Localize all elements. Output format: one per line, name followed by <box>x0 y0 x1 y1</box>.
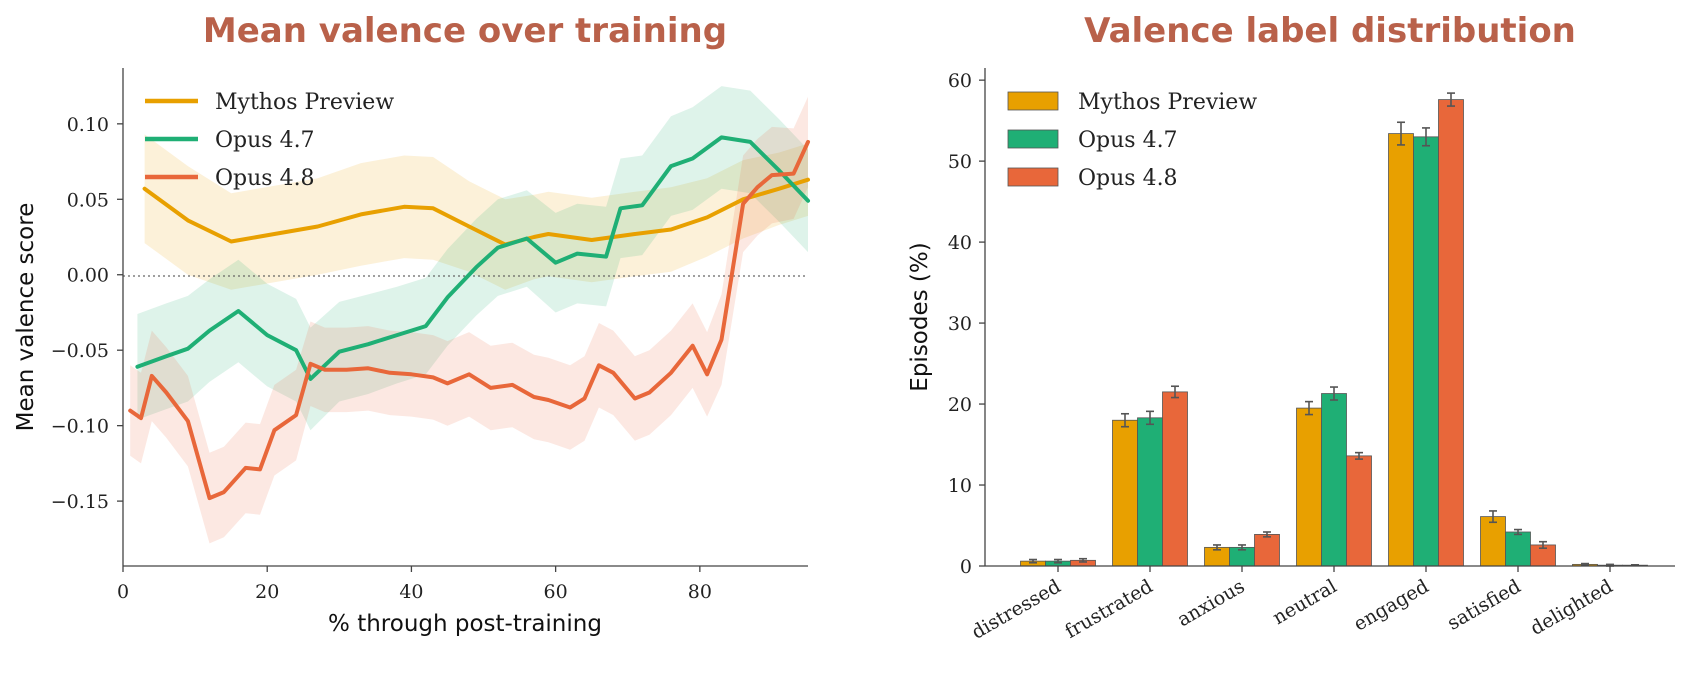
y-axis-label: Mean valence score <box>13 203 39 432</box>
bar-legend: Mythos Preview Opus 4.7 Opus 4.8 <box>1007 90 1257 191</box>
x-tick-label: 80 <box>688 581 712 603</box>
bar-engaged-mythos-preview <box>1388 133 1414 567</box>
band-opus-4-8 <box>130 96 808 544</box>
category-label-neutral: neutral <box>1269 575 1340 629</box>
y-tick-label: 0.00 <box>67 265 109 287</box>
category-label-anxious: anxious <box>1174 575 1249 631</box>
y-tick-label: −0.05 <box>51 340 109 362</box>
y-tick-label: 40 <box>948 232 972 254</box>
y-tick-label: −0.15 <box>51 491 109 513</box>
bar-frustrated-opus-4-7 <box>1137 417 1163 567</box>
y-tick-label: 30 <box>948 313 972 335</box>
y-tick-label: 10 <box>948 475 972 497</box>
error-bars <box>1029 92 1639 567</box>
legend-swatch-opus-4-7 <box>1007 129 1059 149</box>
y-axis-label: Episodes (%) <box>907 242 933 391</box>
bar-chart-panel: Valence label distribution distressedfru… <box>907 11 1675 644</box>
x-tick-label: 0 <box>117 581 129 603</box>
x-tick-label: 40 <box>399 581 423 603</box>
bar-neutral-opus-4-7 <box>1321 393 1347 567</box>
line-opus-4-8 <box>128 139 810 501</box>
bar-satisfied-mythos-preview <box>1480 516 1506 567</box>
legend-label-opus-4-7: Opus 4.7 <box>1078 128 1178 153</box>
bar-anxious-opus-4-8 <box>1254 534 1280 567</box>
band-opus-4-7 <box>137 86 808 431</box>
x-tick-label: 60 <box>544 581 568 603</box>
y-tick-label: 60 <box>948 70 972 92</box>
y-ticks: 0.10 0.05 0.00 −0.05 −0.10 −0.15 <box>51 114 123 513</box>
band-mythos-preview <box>144 134 809 290</box>
y-tick-label: 0 <box>960 556 972 578</box>
y-tick-label: 0.05 <box>67 189 109 211</box>
confidence-bands <box>130 86 809 544</box>
bar-engaged-opus-4-8 <box>1438 99 1464 567</box>
category-label-frustrated: frustrated <box>1061 575 1156 643</box>
x-axis-label: % through post-training <box>328 611 602 637</box>
legend-swatch-mythos-preview <box>1007 91 1059 111</box>
line-chart-panel: Mean valence over training 0 20 40 60 80 0.1… <box>13 11 810 637</box>
series-lines <box>128 135 810 501</box>
y-tick-label: 20 <box>948 394 972 416</box>
bar-neutral-opus-4-8 <box>1346 455 1372 567</box>
x-tick-label: 20 <box>255 581 279 603</box>
x-ticks: 0 20 40 60 80 <box>117 566 712 603</box>
bar-frustrated-mythos-preview <box>1112 419 1138 567</box>
bar-chart-title: Valence label distribution <box>1084 11 1576 51</box>
legend-label-opus-4-8: Opus 4.8 <box>215 166 315 191</box>
y-tick-label: 0.10 <box>67 114 109 136</box>
category-label-engaged: engaged <box>1350 575 1432 635</box>
y-tick-label: −0.10 <box>51 416 109 438</box>
bars <box>1020 99 1648 567</box>
category-label-delighted: delighted <box>1527 575 1617 640</box>
bar-neutral-mythos-preview <box>1296 407 1322 567</box>
legend-label-opus-4-7: Opus 4.7 <box>215 128 315 153</box>
y-tick-label: 50 <box>948 151 972 173</box>
category-label-satisfied: satisfied <box>1444 575 1525 634</box>
line-legend: Mythos Preview Opus 4.7 Opus 4.8 <box>145 90 394 191</box>
bar-engaged-opus-4-7 <box>1413 136 1439 567</box>
legend-label-mythos-preview: Mythos Preview <box>1078 90 1257 115</box>
line-chart-title: Mean valence over training <box>203 11 727 51</box>
category-label-distressed: distressed <box>968 575 1065 643</box>
y-ticks: 0 10 20 30 40 50 60 <box>948 70 985 578</box>
line-opus-4-7 <box>135 135 810 381</box>
legend-label-mythos-preview: Mythos Preview <box>215 90 394 115</box>
bar-frustrated-opus-4-8 <box>1162 391 1188 567</box>
legend-swatch-opus-4-8 <box>1007 167 1059 187</box>
legend-label-opus-4-8: Opus 4.8 <box>1078 166 1178 191</box>
bar-satisfied-opus-4-7 <box>1505 531 1531 567</box>
